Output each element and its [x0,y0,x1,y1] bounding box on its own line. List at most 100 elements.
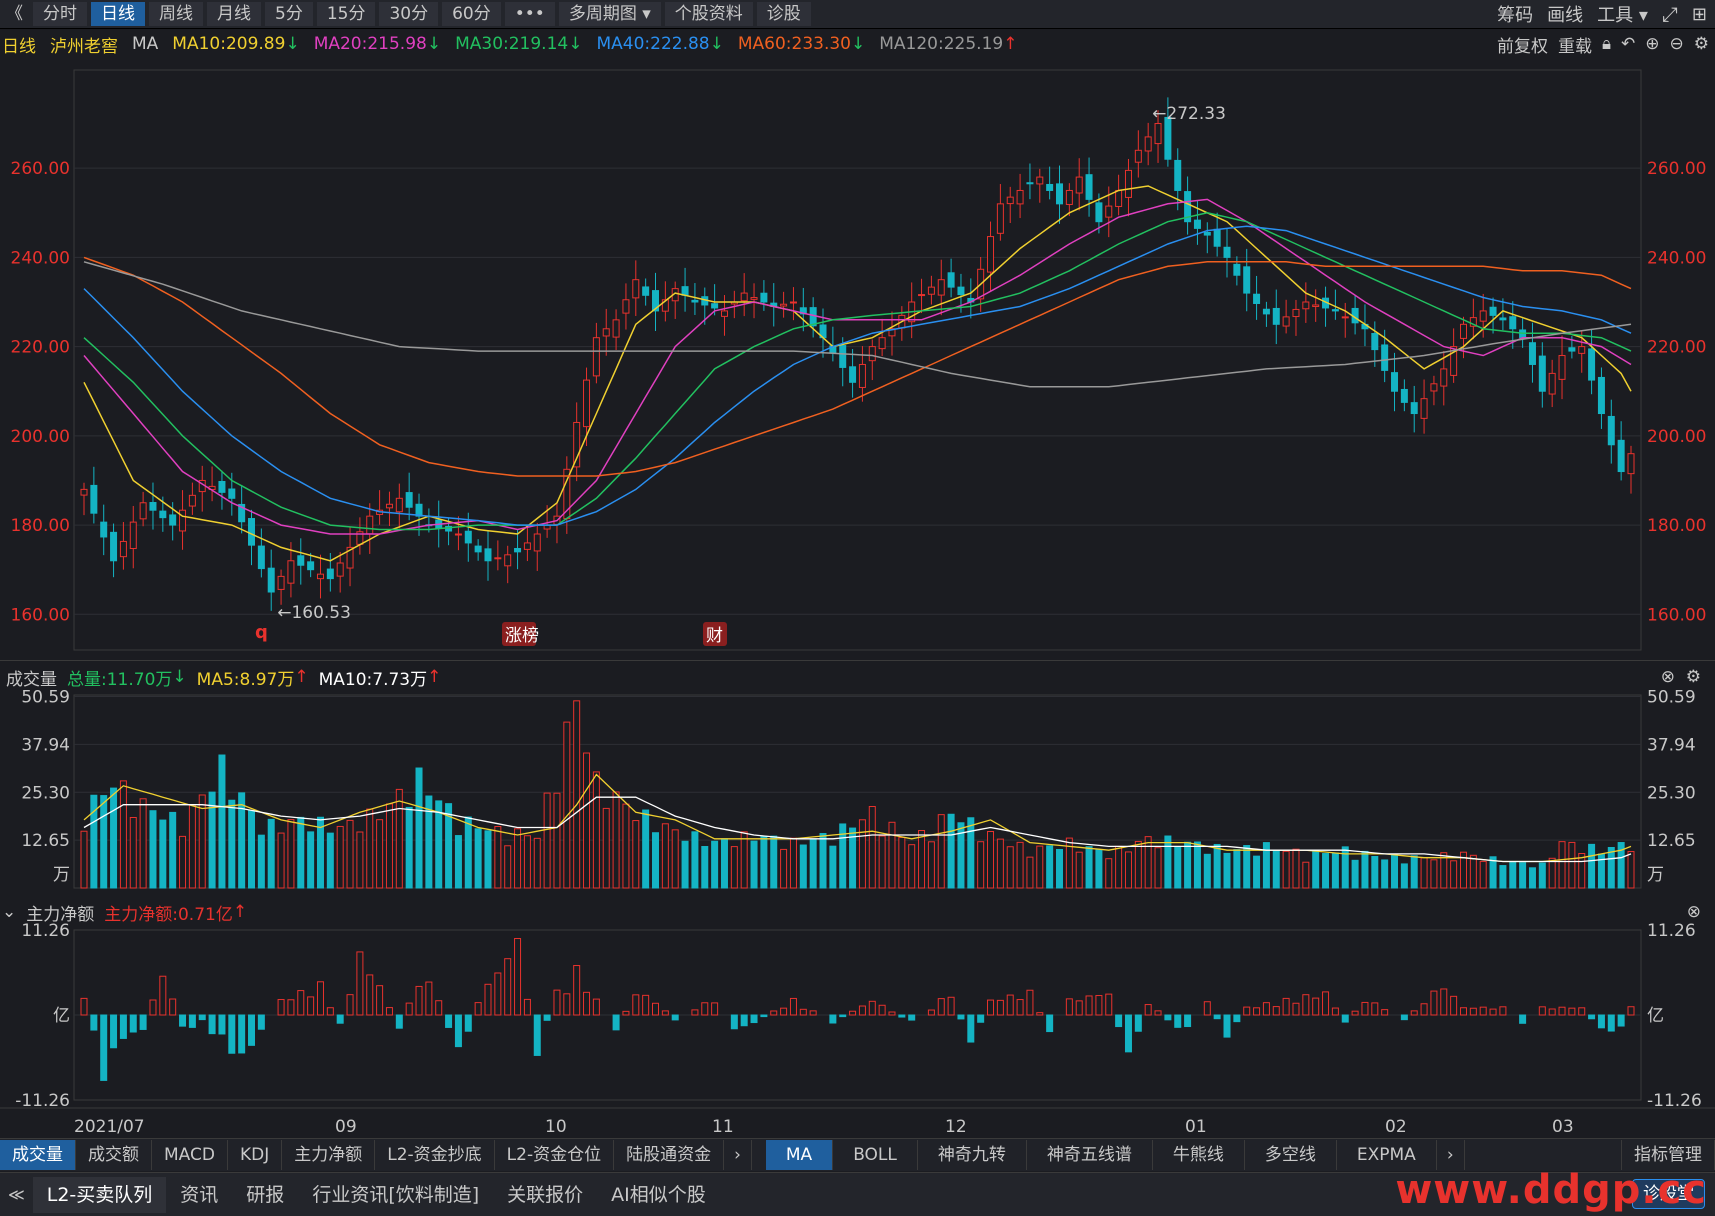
overlay-tab-2[interactable]: 神奇九转 [918,1140,1027,1170]
indicator-tab-1[interactable]: 成交额 [76,1140,152,1170]
tools-button[interactable]: 工具 ▾ [1597,5,1648,26]
stock-profile-button[interactable]: 个股资料 [664,2,753,26]
stock-chart[interactable]: 260.00 260.00 240.00 240.00 220.00 220.00 200.… [0,0,1715,1138]
reload-button[interactable]: 重载 [1557,36,1592,57]
candle-body [1292,308,1300,318]
bottom-tab-5[interactable]: AI相似个股 [611,1183,706,1206]
period-tab-7[interactable]: 60分 [442,2,501,26]
mainflow-bar [1233,1014,1241,1023]
volume-bar [642,809,650,889]
zoom-out-icon[interactable]: ⊖ [1669,34,1684,54]
volume-title[interactable]: 成交量 [6,669,57,690]
bottom-tab-3[interactable]: 行业资讯[饮料制造] [312,1183,480,1206]
mainflow-bar [385,1007,393,1016]
close-mainflow-icon[interactable]: ⊗ [1686,902,1701,922]
candle-body [602,328,610,337]
chips-button[interactable]: 筹码 [1497,5,1534,26]
bottom-tab-4[interactable]: 关联报价 [507,1183,584,1206]
mainflow-bar [366,974,374,1016]
period-tab-2[interactable]: 周线 [149,2,203,26]
indicator-tab-2[interactable]: MACD [152,1140,228,1170]
candle-body [573,421,581,468]
candle-body [720,310,728,317]
candle-body [1548,372,1556,395]
indicator-tab-3[interactable]: KDJ [228,1140,283,1170]
volume-bar [858,819,866,889]
zoom-in-icon[interactable]: ⊕ [1645,34,1660,54]
back-icon[interactable]: 《 [6,4,23,24]
x-axis-label: 2021/07 [74,1117,145,1137]
candle-body [1391,372,1399,392]
indicator-manage-button[interactable]: 指标管理 [1621,1140,1715,1170]
mainflow-bar [445,1014,453,1028]
more-periods-button[interactable]: ••• [504,2,555,26]
volume-bar [1144,836,1152,889]
adjust-forward-button[interactable]: 前复权 [1496,36,1548,57]
indicator-tab-4[interactable]: 主力净额 [282,1140,376,1170]
period-tab-3[interactable]: 月线 [207,2,261,26]
bottom-tab-2[interactable]: 研报 [246,1183,285,1206]
overlay-tab-1[interactable]: BOLL [833,1140,918,1170]
close-volume-icon[interactable]: ⊗ [1660,667,1675,687]
overlay-tab-4[interactable]: 牛熊线 [1153,1140,1245,1170]
candle-body [1075,176,1083,194]
indicator-tabs-next-icon[interactable]: › [724,1140,752,1170]
legend-ma-arrow-0: ↓ [285,34,300,54]
mainflow-bar [1450,995,1458,1016]
overlay-tab-5[interactable]: 多空线 [1245,1140,1337,1170]
multi-period-button[interactable]: 多周期图 ▾ [558,2,661,26]
volume-bar [1006,846,1014,889]
overlay-tabs-next-icon[interactable]: › [1437,1140,1465,1170]
volume-bar [927,841,935,889]
volume-bar [652,832,660,889]
legend-ma-label[interactable]: MA [132,34,159,54]
grid-icon[interactable]: ⊞ [1691,3,1707,25]
candle-body [1420,398,1428,419]
volume-bar [809,838,817,889]
mainflow-bar [622,1010,630,1016]
bottom-tab-0[interactable]: L2-买卖队列 [32,1176,167,1213]
candle-body [277,575,285,590]
mainflow-bar [908,1014,916,1021]
volume-bar [1134,840,1142,889]
period-tab-5[interactable]: 15分 [316,2,376,26]
collapse-icon[interactable]: ⌄ [2,902,17,922]
volume-settings-icon[interactable]: ⚙ [1685,667,1701,687]
mainflow-bar [1006,994,1014,1016]
candle-body [1381,344,1389,371]
legend-ma-value-1: MA20:215.98 [313,34,427,54]
expand-icon[interactable]: ⤢ [1661,2,1678,26]
mainflow-bar [760,1014,768,1018]
legend-stock-name[interactable]: 泸州老窖 [50,36,118,57]
mainflow-bar [543,1014,551,1021]
indicator-tab-0[interactable]: 成交量 [0,1140,76,1170]
collapse-bottom-icon[interactable]: ≪ [8,1185,25,1204]
diagnose-button[interactable]: 诊股 [756,2,811,26]
mainflow-bar [1400,1014,1408,1021]
volume-ma5: MA5:8.97万 [196,669,295,690]
indicator-tab-6[interactable]: L2-资金仓位 [495,1140,615,1170]
volume-unit-left: 万 [53,865,70,885]
volume-plot-frame [73,694,1642,889]
period-tab-4[interactable]: 5分 [265,2,313,26]
mainflow-bar [1154,1010,1162,1016]
lock-icon[interactable]: 🔒︎ [1601,34,1611,54]
period-tab-1[interactable]: 日线 [91,2,145,26]
indicator-tab-7[interactable]: 陆股通资金 [614,1140,725,1170]
mainflow-bar [336,1014,344,1024]
undo-icon[interactable]: ↶ [1621,34,1636,54]
volume-bar [1450,860,1458,889]
bottom-tab-1[interactable]: 资讯 [180,1183,219,1206]
overlay-tab-0[interactable]: MA [765,1140,834,1170]
mainflow-title[interactable]: 主力净额 [26,904,95,925]
overlay-tab-3[interactable]: 神奇五线谱 [1027,1140,1153,1170]
candle-body [947,272,955,288]
indicator-tab-5[interactable]: L2-资金抄底 [375,1140,495,1170]
draw-button[interactable]: 画线 [1547,5,1584,26]
period-tab-6[interactable]: 30分 [379,2,439,26]
period-tab-0[interactable]: 分时 [33,2,87,26]
overlay-tab-6[interactable]: EXPMA [1337,1140,1437,1170]
diagnose-hall-button[interactable]: 诊股堂 [1632,1179,1705,1209]
settings-icon[interactable]: ⚙ [1693,34,1709,54]
candle-body [996,203,1004,234]
